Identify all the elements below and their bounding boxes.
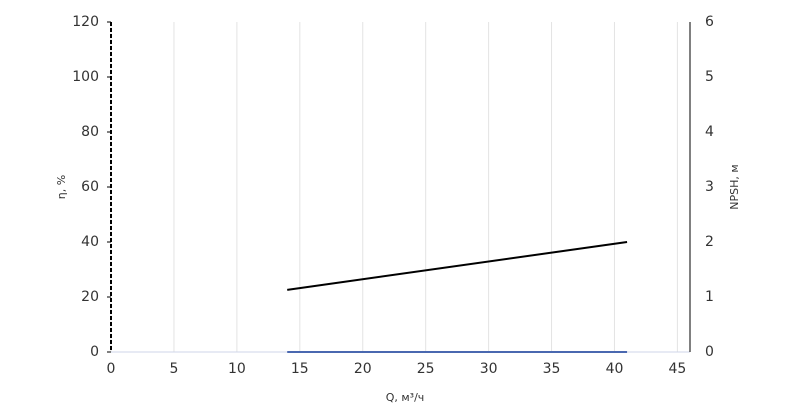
y2-tick-label: 5 <box>705 69 714 85</box>
x-tick-label: 40 <box>606 361 624 377</box>
x-tick-label: 10 <box>228 361 246 377</box>
x-tick-label: 15 <box>291 361 309 377</box>
y-tick-label: 0 <box>90 344 99 360</box>
y2-tick-label: 0 <box>705 344 714 360</box>
y2-tick-label: 2 <box>705 234 714 250</box>
y2-tick-label: 4 <box>705 124 714 140</box>
x-tick-label: 0 <box>107 361 116 377</box>
x-tick-label: 45 <box>668 361 686 377</box>
x-axis-title: Q, м³/ч <box>386 391 425 404</box>
y2-tick-label: 1 <box>705 289 714 305</box>
y-tick-label: 20 <box>81 289 99 305</box>
x-tick-label: 30 <box>480 361 498 377</box>
series-line <box>287 241 628 291</box>
y2-tick-label: 6 <box>705 14 714 30</box>
y2-tick-label: 3 <box>705 179 714 195</box>
y-tick-label: 60 <box>81 179 99 195</box>
y-tick-label: 100 <box>72 69 99 85</box>
x-tick-label: 25 <box>417 361 435 377</box>
x-tick-label: 35 <box>543 361 561 377</box>
y-tick-label: 80 <box>81 124 99 140</box>
y-axis-title: η, % <box>55 175 68 199</box>
y2-axis-title: NPSH, м <box>728 164 741 209</box>
y-tick-label: 40 <box>81 234 99 250</box>
y-tick-label: 120 <box>72 14 99 30</box>
x-tick-label: 5 <box>169 361 178 377</box>
x-tick-label: 20 <box>354 361 372 377</box>
